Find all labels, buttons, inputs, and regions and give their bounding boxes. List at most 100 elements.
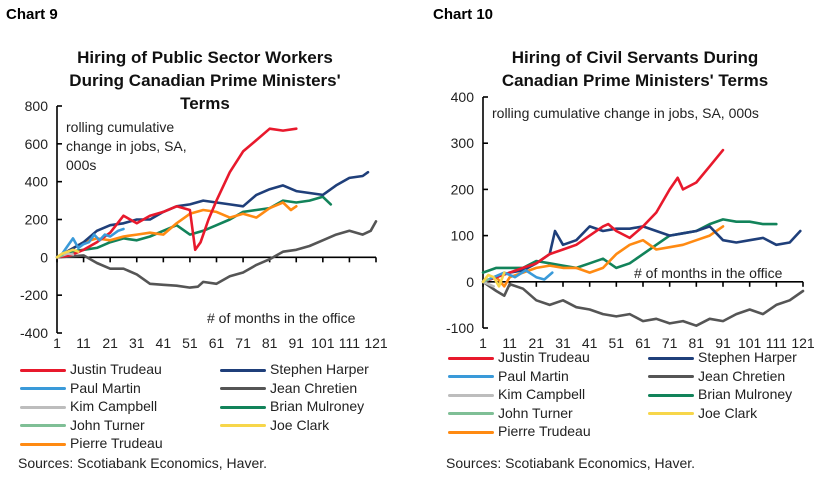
chart-9-x-tick-label: 111 [339, 335, 360, 351]
chart-9-legend-item: Pierre Trudeau [20, 434, 163, 452]
chart-10-series-paul-martin [481, 268, 554, 284]
chart-10-x-tick-label: 71 [662, 335, 678, 351]
chart-9-x-tick-label: 31 [129, 335, 145, 351]
chart-9-y-tick-label: -400 [20, 325, 48, 341]
chart-10-annotation: rolling cumulative change in jobs, SA, 0… [492, 105, 759, 121]
chart-10-legend-item: Paul Martin [448, 367, 569, 385]
chart-9-legend-item: Brian Mulroney [220, 397, 364, 415]
chart-9-annotation-line-2: change in jobs, SA, [66, 138, 187, 154]
chart-10-x-tick-label: 21 [529, 335, 545, 351]
legend-swatch [648, 412, 694, 416]
chart-10-series-justin-trudeau [481, 148, 725, 284]
chart-9-legend-item: Stephen Harper [220, 360, 369, 378]
chart-9-title: Hiring of Public Sector Workers During C… [20, 46, 390, 115]
chart-9-x-tick-label: 11 [76, 335, 91, 351]
legend-label: Kim Campbell [70, 398, 158, 414]
chart-10-x-tick-label: 91 [715, 335, 731, 351]
chart-10-x-tick-label: 11 [502, 335, 517, 351]
chart-9-xaxis-note: # of months in the office [207, 310, 356, 326]
chart-10-legend-item: Brian Mulroney [648, 385, 792, 403]
chart-10-label: Chart 10 [433, 6, 494, 23]
chart-9-series-jean-chretien [55, 220, 378, 289]
legend-label: Stephen Harper [270, 361, 369, 377]
chart-9-x-tick-label: 1 [53, 335, 61, 351]
legend-swatch [20, 405, 66, 409]
chart-9-series-brian-mulroney [55, 195, 333, 259]
chart-10-legend-item: Jean Chretien [648, 367, 785, 385]
chart-10-x-tick-label: 121 [791, 335, 815, 351]
legend-label: Jean Chretien [698, 367, 786, 384]
chart-10-title-line-1: Hiring of Civil Servants During [511, 48, 759, 67]
legend-label: Paul Martin [498, 367, 569, 384]
chart-10-legend-item: Kim Campbell [448, 385, 585, 403]
legend-swatch [20, 442, 66, 446]
chart-9-x-tick-label: 91 [288, 335, 304, 351]
chart-9-y-tick-label: 200 [25, 212, 49, 228]
legend-swatch [448, 430, 494, 434]
chart-10-x-tick-label: 41 [582, 335, 598, 351]
chart-10-y-tick-label: 100 [451, 228, 475, 244]
chart-10-legend-item: Stephen Harper [648, 348, 797, 366]
legend-swatch [20, 387, 66, 391]
legend-label: John Turner [498, 404, 573, 421]
chart-9-y-tick-label: -200 [20, 287, 48, 303]
legend-swatch [448, 412, 494, 416]
legend-swatch [20, 368, 66, 372]
legend-label: Pierre Trudeau [70, 435, 163, 451]
chart-9-x-tick-label: 61 [209, 335, 225, 351]
chart-9-title-line-3: Terms [180, 94, 230, 113]
chart-10-y-tick-label: 0 [466, 274, 474, 290]
chart-9-x-tick-label: 51 [182, 335, 198, 351]
chart-9-legend-item: Joe Clark [220, 416, 329, 434]
legend-swatch [648, 375, 694, 379]
chart-9-legend-item: Paul Martin [20, 379, 141, 397]
chart-10-xaxis-note: # of months in the office [634, 265, 783, 281]
legend-swatch [220, 387, 266, 391]
legend-label: Joe Clark [270, 416, 330, 433]
legend-label: Pierre Trudeau [498, 423, 591, 439]
chart-9-x-tick-label: 101 [311, 335, 335, 351]
chart-9-source: Sources: Scotiabank Economics, Haver. [18, 455, 268, 471]
chart-10-series-kim-campbell [481, 280, 496, 288]
legend-label: Stephen Harper [698, 349, 797, 365]
chart-9-x-tick-label: 41 [156, 335, 172, 351]
chart-9-x-tick-label: 81 [262, 335, 278, 351]
legend-label: Justin Trudeau [498, 349, 590, 365]
legend-swatch [448, 356, 494, 360]
chart-10-x-tick-label: 1 [479, 335, 487, 351]
legend-label: Jean Chretien [270, 379, 358, 396]
chart-10-x-tick-label: 111 [766, 335, 787, 351]
legend-swatch [20, 424, 66, 428]
chart-10-x-tick-label: 81 [689, 335, 705, 351]
chart-10-legend-item: John Turner [448, 404, 573, 422]
legend-swatch [220, 405, 266, 409]
legend-swatch [220, 368, 266, 372]
legend-swatch [648, 356, 694, 360]
legend-label: Joe Clark [698, 404, 758, 421]
chart-10-series-jean-chretien [481, 280, 805, 328]
chart-9-label: Chart 9 [6, 6, 58, 23]
legend-label: Paul Martin [70, 379, 141, 396]
legend-label: Kim Campbell [498, 386, 586, 402]
chart-10-source: Sources: Scotiabank Economics, Haver. [446, 455, 696, 471]
chart-9-y-tick-label: 400 [25, 174, 49, 190]
chart-10-x-tick-label: 51 [609, 335, 625, 351]
chart-9-legend-item: Justin Trudeau [20, 360, 162, 378]
legend-swatch [648, 393, 694, 397]
chart-9-y-tick-label: 600 [25, 136, 49, 152]
chart-9-annotation-line-1: rolling cumulative [66, 119, 175, 135]
chart-10-legend-item: Justin Trudeau [448, 348, 590, 366]
chart-10-x-tick-label: 31 [555, 335, 571, 351]
chart-10-title: Hiring of Civil Servants During Canadian… [450, 46, 820, 92]
legend-swatch [448, 393, 494, 397]
chart-10-series-brian-mulroney [481, 218, 778, 274]
chart-9-x-tick-label: 121 [364, 335, 388, 351]
chart-10-y-tick-label: 200 [451, 181, 475, 197]
chart-10-legend-item: Pierre Trudeau [448, 422, 591, 440]
chart-9-annotation-line-3: 000s [66, 157, 97, 173]
chart-10-x-tick-label: 61 [635, 335, 651, 351]
chart-9-x-tick-label: 71 [235, 335, 251, 351]
chart-9-title-line-2: During Canadian Prime Ministers' [69, 71, 341, 90]
